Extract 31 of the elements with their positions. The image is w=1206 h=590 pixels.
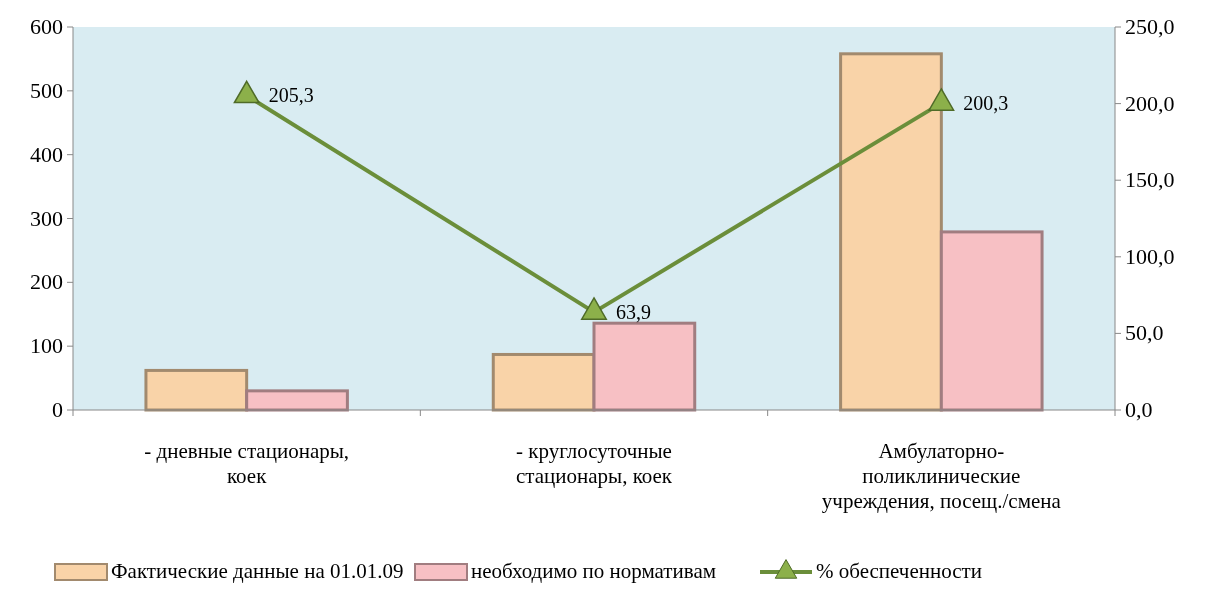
data-label: 205,3 <box>268 84 314 107</box>
bar <box>245 389 349 412</box>
y-tick-label: 0 <box>52 397 63 422</box>
data-label: 200,3 <box>963 92 1009 115</box>
bar <box>491 352 596 412</box>
bar <box>592 321 697 412</box>
point <box>581 297 607 320</box>
bar <box>144 368 249 412</box>
y-tick-label: 200 <box>30 269 63 295</box>
y2-tick-label: 50,0 <box>1125 320 1164 346</box>
y-tick-label: 100 <box>30 333 63 359</box>
bar <box>839 52 943 412</box>
x-tick-label: - дневные стационары, коек <box>144 439 350 488</box>
y-tick-label: 300 <box>30 205 63 231</box>
y2-tick-label: 100,0 <box>1125 243 1175 269</box>
y2-tick-label: 150,0 <box>1125 167 1175 193</box>
y2-tick-label: 0,0 <box>1125 397 1153 422</box>
x-tick-label: Амбулаторно-поликлинические учреждения, посещ./смена <box>821 439 1062 513</box>
y2-tick-label: 250,0 <box>1125 14 1175 39</box>
legend-label: Фактические данные на 01.01.09 <box>111 559 404 583</box>
y-tick-label: 500 <box>30 77 63 103</box>
data-label: 63,9 <box>616 301 651 324</box>
x-tick-label: - круглосуточные стационары, коек <box>515 439 673 488</box>
point <box>233 80 260 104</box>
bar <box>939 230 1044 412</box>
y-tick-label: 600 <box>30 14 63 39</box>
point <box>928 88 955 111</box>
y-tick-label: 400 <box>30 141 63 167</box>
legend-label: % обеспеченности <box>816 559 982 583</box>
y2-tick-label: 200,0 <box>1125 90 1175 116</box>
legend-label: необходимо по нормативам <box>471 559 716 583</box>
